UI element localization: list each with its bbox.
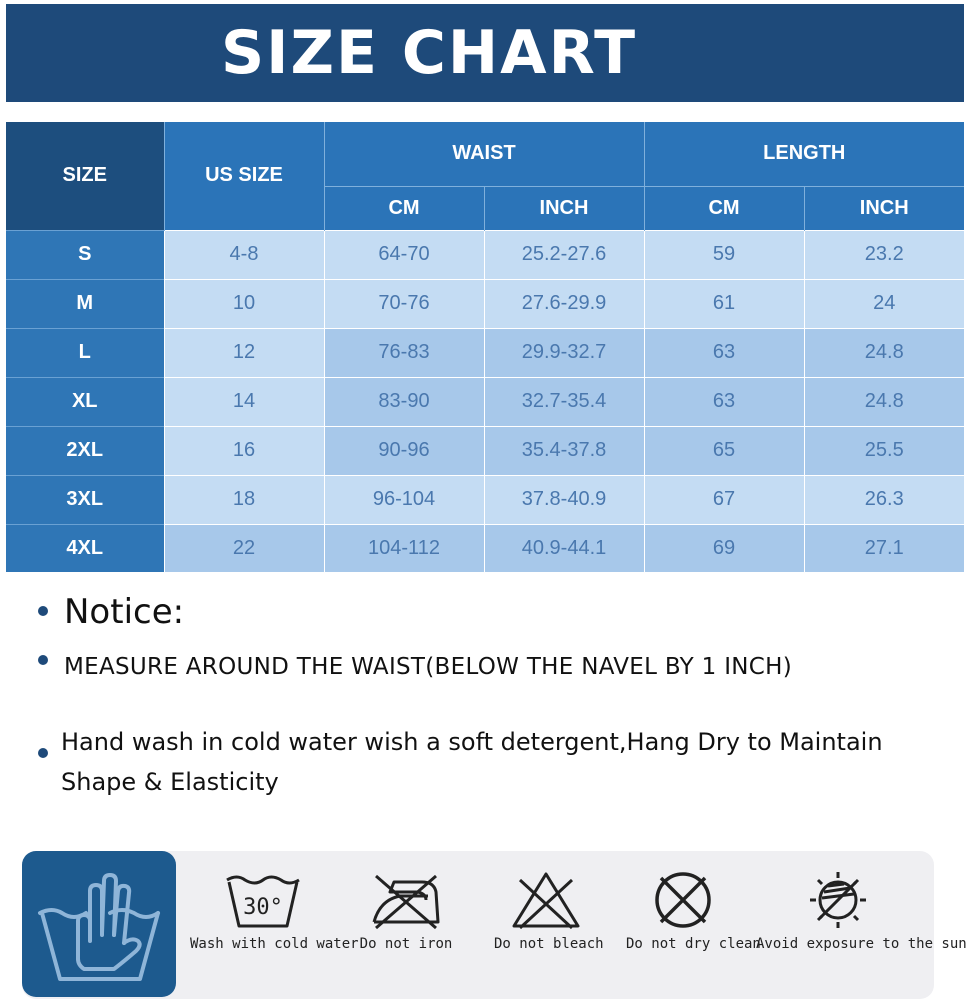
cell-us: 4-8 <box>163 229 324 279</box>
header-size: SIZE <box>6 122 164 230</box>
hand-wash-icon <box>38 873 160 981</box>
care-dry-clean: Do not dry clean <box>626 870 761 952</box>
wash-30-icon: 30° <box>226 875 300 928</box>
table-row: S 4-8 64-70 25.2-27.6 59 23.2 <box>6 229 964 279</box>
cell-us: 10 <box>163 278 324 328</box>
title-banner: SIZE CHART <box>6 4 964 102</box>
no-sun-icon <box>810 872 866 928</box>
header-waist-cm: CM <box>323 186 484 230</box>
header-length-inch: INCH <box>803 186 964 230</box>
care-label: Do not dry clean <box>626 936 761 952</box>
cell-waist-cm: 83-90 <box>323 376 484 426</box>
cell-length-inch: 24.8 <box>803 376 964 426</box>
cell-waist-inch: 25.2-27.6 <box>483 229 644 279</box>
cell-length-cm: 67 <box>643 474 804 524</box>
care-label: Do not bleach <box>494 936 604 952</box>
table-row: 3XL 18 96-104 37.8-40.9 67 26.3 <box>6 474 964 524</box>
row-size: 2XL <box>6 425 164 475</box>
cell-waist-cm: 76-83 <box>323 327 484 377</box>
cell-length-cm: 65 <box>643 425 804 475</box>
care-sun: Avoid exposure to the sun <box>756 870 967 952</box>
cell-waist-cm: 104-112 <box>323 523 484 572</box>
table-row: M 10 70-76 27.6-29.9 61 24 <box>6 278 964 328</box>
wash-temp-text: 30° <box>243 895 283 920</box>
header-length: LENGTH <box>643 122 964 187</box>
care-wash: 30° Wash with cold water <box>190 870 359 952</box>
cell-waist-cm: 96-104 <box>323 474 484 524</box>
cell-length-inch: 27.1 <box>803 523 964 572</box>
no-dry-clean-icon <box>655 872 711 928</box>
row-size: 4XL <box>6 523 164 572</box>
table-row: 4XL 22 104-112 40.9-44.1 69 27.1 <box>6 523 964 572</box>
notice-measure: MEASURE AROUND THE WAIST(BELOW THE NAVEL… <box>64 654 793 680</box>
care-iron: Do not iron <box>354 870 458 952</box>
cell-waist-inch: 35.4-37.8 <box>483 425 644 475</box>
row-size: S <box>6 229 164 279</box>
page-title: SIZE CHART <box>220 18 638 88</box>
care-label: Avoid exposure to the sun <box>756 936 967 952</box>
cell-waist-inch: 40.9-44.1 <box>483 523 644 572</box>
no-iron-icon <box>372 874 440 930</box>
cell-us: 18 <box>163 474 324 524</box>
cell-waist-cm: 64-70 <box>323 229 484 279</box>
cell-length-inch: 24.8 <box>803 327 964 377</box>
cell-length-cm: 61 <box>643 278 804 328</box>
cell-waist-inch: 37.8-40.9 <box>483 474 644 524</box>
bullet-icon <box>38 748 48 758</box>
cell-us: 12 <box>163 327 324 377</box>
cell-length-inch: 24 <box>803 278 964 328</box>
cell-length-cm: 59 <box>643 229 804 279</box>
hand-wash-panel <box>22 851 176 997</box>
row-size: L <box>6 327 164 377</box>
header-waist-inch: INCH <box>483 186 644 230</box>
cell-length-cm: 63 <box>643 327 804 377</box>
cell-us: 14 <box>163 376 324 426</box>
row-size: M <box>6 278 164 328</box>
cell-length-cm: 69 <box>643 523 804 572</box>
cell-length-inch: 23.2 <box>803 229 964 279</box>
no-bleach-icon <box>512 872 580 930</box>
size-table: SIZE US SIZE WAIST LENGTH CM INCH CM INC… <box>6 122 964 572</box>
header-length-cm: CM <box>643 186 804 230</box>
row-size: XL <box>6 376 164 426</box>
cell-waist-cm: 70-76 <box>323 278 484 328</box>
care-label: Do not iron <box>359 936 453 952</box>
table-row: XL 14 83-90 32.7-35.4 63 24.8 <box>6 376 964 426</box>
header-waist: WAIST <box>323 122 644 187</box>
cell-waist-inch: 32.7-35.4 <box>483 376 644 426</box>
table-row: 2XL 16 90-96 35.4-37.8 65 25.5 <box>6 425 964 475</box>
cell-waist-inch: 29.9-32.7 <box>483 327 644 377</box>
row-size: 3XL <box>6 474 164 524</box>
notice-title: Notice: <box>64 592 185 632</box>
cell-length-inch: 25.5 <box>803 425 964 475</box>
cell-length-cm: 63 <box>643 376 804 426</box>
cell-length-inch: 26.3 <box>803 474 964 524</box>
header-us-size: US SIZE <box>163 122 324 230</box>
cell-us: 22 <box>163 523 324 572</box>
cell-us: 16 <box>163 425 324 475</box>
cell-waist-cm: 90-96 <box>323 425 484 475</box>
care-bleach: Do not bleach <box>494 870 604 952</box>
bullet-icon <box>38 606 48 616</box>
bullet-icon <box>38 655 48 665</box>
cell-waist-inch: 27.6-29.9 <box>483 278 644 328</box>
table-row: L 12 76-83 29.9-32.7 63 24.8 <box>6 327 964 377</box>
notice-wash: Hand wash in cold water wish a soft dete… <box>61 728 883 796</box>
care-label: Wash with cold water <box>190 936 359 952</box>
